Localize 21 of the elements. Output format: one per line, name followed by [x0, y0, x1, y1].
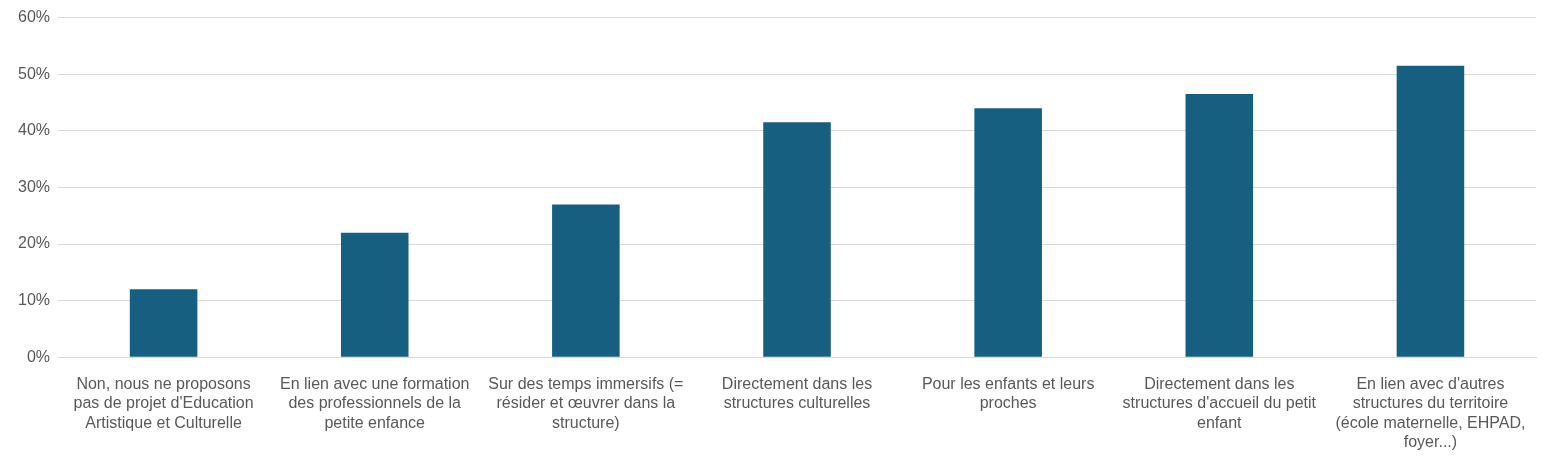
y-tick-label: 10% — [17, 291, 51, 309]
bar — [340, 232, 409, 357]
bar — [763, 122, 831, 357]
y-tick-label: 60% — [17, 8, 51, 26]
y-tick-label: 50% — [17, 64, 51, 82]
y-tick-label: 40% — [17, 121, 51, 139]
y-tick-label: 20% — [17, 234, 51, 252]
y-tick-label: 0% — [26, 347, 51, 365]
x-tick-label: En lien avec une formation des professionnels de la petite enfance — [280, 375, 470, 431]
bar — [1396, 65, 1465, 357]
y-tick-label: 30% — [17, 177, 51, 195]
x-tick-label: Directement dans les structures culturelles — [721, 375, 873, 412]
bar — [552, 204, 620, 357]
x-tick-label: Directement dans les structures d'accueil du petit enfant — [1122, 375, 1317, 431]
bar — [1185, 94, 1254, 357]
x-tick-label: Pour les enfants et leurs proches — [921, 375, 1095, 412]
x-tick-label: En lien avec d'autres structures du territoire (école maternelle, EHPAD, foyer...) — [1335, 375, 1526, 450]
x-tick-label: Non, nous ne proposons pas de projet d'Education Artistique et Culturelle — [73, 375, 254, 431]
bar — [129, 289, 198, 357]
x-tick-label: Sur des temps immersifs (= résider et œuvrer dans la structure) — [488, 375, 684, 431]
bar — [974, 108, 1042, 357]
